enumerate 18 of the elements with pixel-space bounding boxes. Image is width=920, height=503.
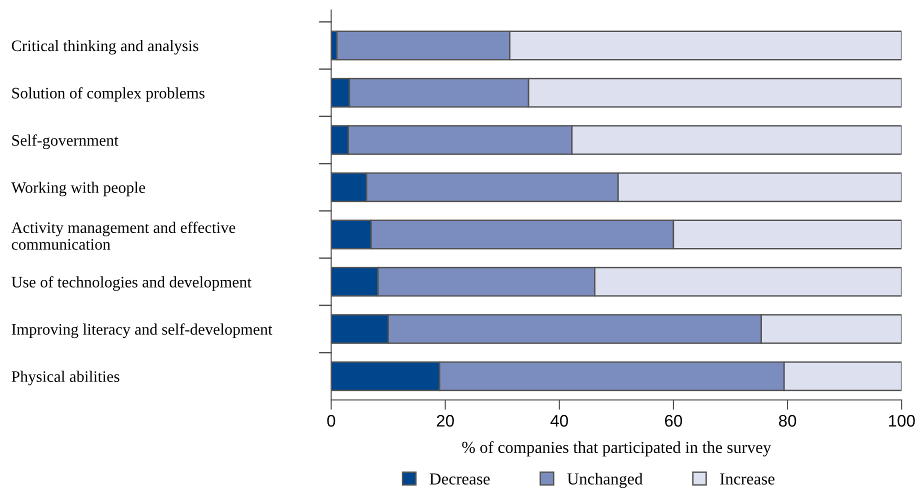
x-axis-title: % of companies that participated in the survey xyxy=(462,441,772,456)
x-tick-label: 0 xyxy=(327,414,336,427)
legend-label: Unchanged xyxy=(567,472,643,488)
y-tick-label: Improving literacy and self-development xyxy=(12,323,272,338)
y-tick-label: Activity management and effective communication xyxy=(11,222,236,250)
x-tick-label: 80 xyxy=(778,414,796,427)
y-tick-label: Critical thinking and analysis xyxy=(12,40,198,54)
x-tick-label: 20 xyxy=(436,414,454,427)
x-tick-label: 40 xyxy=(550,414,568,427)
y-tick-label: Self-government xyxy=(12,134,118,150)
y-tick-label: Working with people xyxy=(11,182,146,196)
y-tick-label: Use of technologies and development xyxy=(12,276,252,291)
y-tick-label: Solution of complex problems xyxy=(12,87,204,102)
legend-label: Decrease xyxy=(430,473,490,485)
x-tick-label: 60 xyxy=(665,414,682,427)
x-tick-label: 100 xyxy=(888,414,915,427)
y-tick-label: Physical abilities xyxy=(12,370,120,386)
legend-label: Increase xyxy=(720,473,774,485)
